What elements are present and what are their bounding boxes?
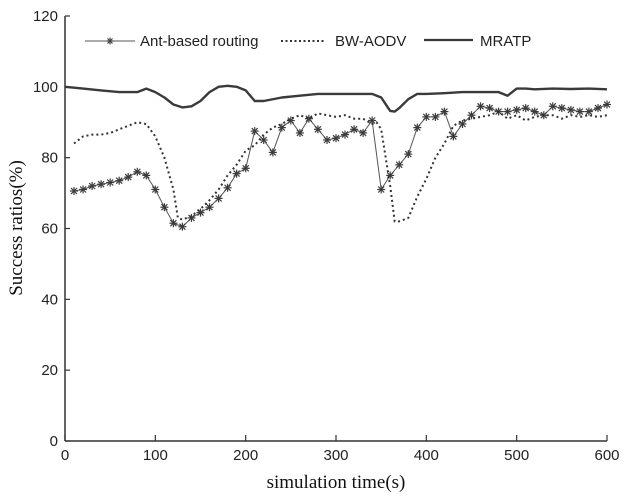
star-marker-icon [404, 150, 413, 159]
star-marker-icon [106, 178, 115, 187]
chart-axes: 0 20 40 60 80 100 120 0 100 200 300 400 500 600 [33, 8, 620, 464]
star-marker-icon [594, 104, 602, 113]
star-marker-icon [458, 120, 467, 128]
y-tick-label: 60 [41, 221, 58, 238]
x-tick-label: 400 [414, 447, 439, 464]
star-marker-icon [205, 203, 214, 212]
star-marker-icon [467, 111, 476, 120]
star-marker-icon [530, 107, 539, 116]
star-marker-icon [88, 182, 97, 190]
star-marker-icon [151, 185, 160, 194]
series-mratp [64, 84, 608, 113]
legend-label-mratp: MRATP [480, 33, 531, 50]
x-axis-ticks: 0 100 200 300 400 500 600 [61, 435, 620, 464]
star-marker-icon [521, 104, 530, 113]
star-marker-icon [223, 183, 232, 192]
star-marker-icon [268, 148, 277, 157]
star-marker-icon [503, 107, 512, 116]
y-tick-label: 40 [41, 291, 58, 308]
star-marker-icon [178, 222, 187, 231]
star-marker-icon [512, 105, 521, 114]
star-marker-icon [440, 107, 449, 116]
star-marker-icon [142, 171, 151, 180]
y-tick-label: 0 [50, 433, 58, 450]
star-marker-icon [232, 169, 241, 178]
star-marker-icon [241, 164, 250, 173]
legend-item-bw-aodv: BW-AODV [281, 33, 406, 50]
star-marker-icon [603, 100, 611, 109]
star-marker-icon [539, 111, 548, 120]
star-marker-icon [295, 128, 304, 137]
star-marker-icon [575, 107, 584, 116]
star-marker-icon [277, 123, 286, 132]
star-marker-icon [250, 127, 259, 136]
plot-area [64, 84, 611, 231]
legend: Ant-based routing BW-AODV MRATP [85, 33, 531, 50]
x-tick-label: 0 [61, 447, 69, 464]
star-marker-icon [313, 125, 322, 134]
x-tick-label: 300 [323, 447, 348, 464]
star-marker-icon [332, 134, 340, 143]
x-tick-label: 500 [504, 447, 529, 464]
y-tick-label: 100 [33, 79, 58, 96]
star-marker-icon [323, 136, 331, 144]
series-ant-based-routing [73, 104, 608, 228]
star-marker-icon [97, 180, 106, 189]
star-marker-icon [548, 102, 557, 111]
star-marker-icon [115, 176, 124, 185]
series-bw-aodv [73, 110, 608, 223]
x-axis-title: simulation time(s) [267, 472, 406, 493]
star-marker-icon [449, 132, 458, 141]
x-tick-label: 600 [594, 447, 619, 464]
star-marker-icon [386, 171, 395, 180]
star-marker-icon [124, 173, 133, 182]
star-marker-icon [413, 123, 422, 132]
star-marker-icon [133, 167, 142, 176]
star-marker-icon [214, 194, 223, 203]
star-marker-icon [431, 112, 440, 121]
x-tick-label: 100 [143, 447, 168, 464]
star-marker-icon [566, 105, 575, 114]
star-marker-icon [187, 213, 196, 222]
legend-item-ant-based: Ant-based routing [85, 33, 258, 50]
star-marker-icon [359, 128, 368, 137]
y-tick-label: 20 [41, 362, 58, 379]
star-marker-icon [377, 185, 386, 194]
star-marker-icon [476, 102, 485, 111]
star-marker-icon [106, 37, 114, 45]
star-marker-icon [350, 125, 359, 134]
star-marker-icon [395, 160, 404, 169]
legend-item-mratp: MRATP [424, 33, 531, 50]
star-marker-icon [341, 130, 349, 139]
star-marker-icon [169, 219, 178, 228]
legend-label-ant-based: Ant-based routing [140, 33, 258, 50]
star-marker-icon [259, 136, 268, 144]
star-marker-icon [422, 112, 431, 121]
x-tick-label: 200 [233, 447, 258, 464]
star-marker-icon [485, 104, 494, 113]
y-tick-label: 80 [41, 150, 58, 167]
star-marker-icon [557, 104, 566, 113]
y-axis-ticks: 0 20 40 60 80 100 120 [33, 8, 70, 450]
star-marker-icon [79, 185, 88, 194]
y-axis-title: Success ratios(%) [6, 160, 27, 296]
legend-label-bw-aodv: BW-AODV [335, 33, 406, 50]
y-tick-label: 120 [33, 8, 58, 25]
star-marker-icon [160, 203, 169, 212]
star-marker-icon [196, 208, 205, 217]
star-marker-icon [584, 107, 593, 116]
star-marker-icon [70, 187, 78, 195]
